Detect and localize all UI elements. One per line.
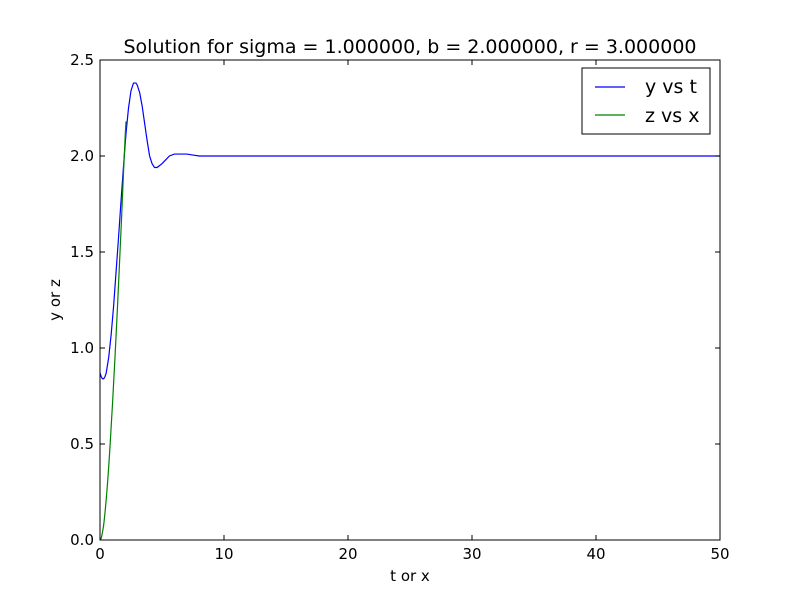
y-tick-label: 2.5 [70,51,94,69]
y-tick-label: 0.5 [70,435,94,453]
plot-area [99,82,720,541]
plot-frame [99,59,721,541]
x-tick-label: 50 [710,545,729,563]
series-line-z-vs-x [99,121,127,541]
y-tick-label: 1.0 [70,339,94,357]
x-tick-label: 20 [338,545,357,563]
x-axis: 0 10 20 30 40 50 [95,60,730,563]
x-tick-label: 40 [586,545,605,563]
legend: y vs t z vs x [581,67,711,135]
y-tick-label: 2.0 [70,147,94,165]
y-axis-label: y or z [46,279,64,321]
x-tick-label: 10 [214,545,233,563]
legend-label-z-vs-x: z vs x [645,105,699,127]
chart-title: Solution for sigma = 1.000000, b = 2.000… [124,36,697,58]
x-axis-label: t or x [390,567,430,585]
y-tick-label: 1.5 [70,243,94,261]
y-axis: 0.0 0.5 1.0 1.5 2.0 2.5 [70,51,720,549]
series-line-y-vs-t [99,82,720,380]
y-tick-label: 0.0 [70,531,94,549]
x-tick-label: 0 [95,545,105,563]
legend-label-y-vs-t: y vs t [645,76,697,98]
x-tick-label: 30 [462,545,481,563]
legend-box [581,67,711,135]
